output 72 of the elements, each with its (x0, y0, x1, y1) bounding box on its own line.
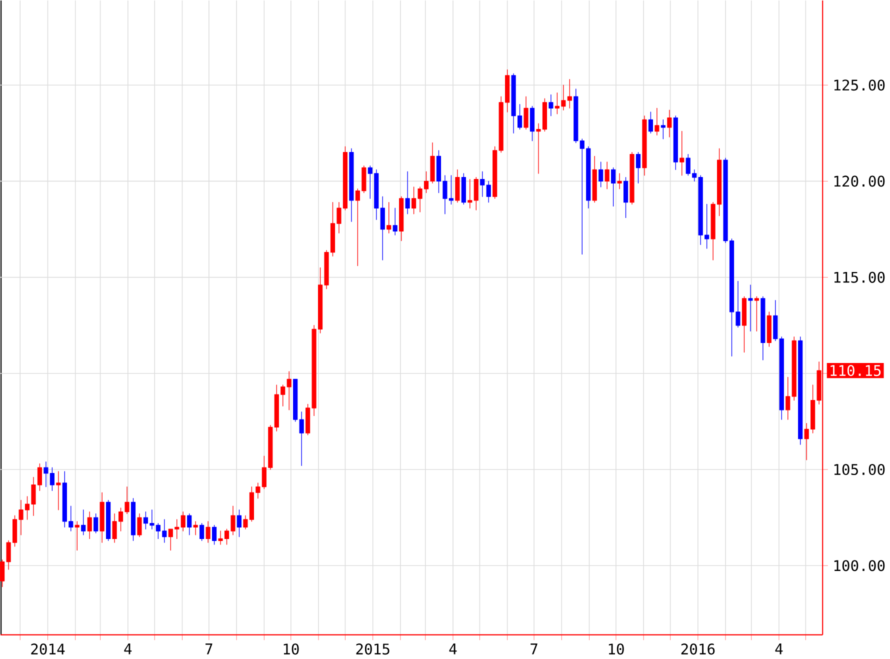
candlestick (399, 196, 404, 242)
x-tick-label: 4 (449, 644, 457, 654)
text: 110.15 (830, 364, 881, 376)
x-tick-label: 7 (206, 644, 212, 654)
candlestick (492, 146, 498, 199)
candlestick (486, 180, 491, 203)
x-tick-label: 2016 (681, 644, 715, 655)
candlestick (455, 169, 460, 203)
candlestick (598, 162, 604, 188)
candlestick (611, 167, 616, 207)
candlestick (592, 156, 597, 203)
candlestick (654, 108, 660, 136)
candlestick (548, 94, 554, 116)
candlestick (474, 177, 478, 210)
candlestick (636, 152, 641, 184)
candlestick (392, 208, 398, 236)
candlestick (779, 336, 784, 420)
x-tick-label: 4 (775, 644, 783, 654)
candlestick (760, 296, 766, 360)
candlestick (798, 336, 803, 445)
candlestick (56, 471, 61, 510)
candlestick (524, 96, 528, 130)
y-tick-label: 125.00 (834, 80, 885, 91)
y-tick-label: 105.00 (834, 464, 885, 476)
candlestick (349, 148, 354, 222)
candlestick (137, 513, 142, 538)
candlestick (673, 116, 678, 170)
candlestick (100, 492, 104, 543)
candlestick (405, 171, 410, 214)
y-tick-label: 115.00 (834, 272, 885, 283)
candlestick (0, 560, 5, 588)
candlestick (748, 284, 753, 332)
candlestick (604, 162, 610, 190)
candlestick (742, 296, 747, 353)
candlestick (574, 88, 578, 144)
candlestick (306, 404, 310, 436)
candlestick (94, 513, 98, 534)
candlestick (642, 116, 647, 176)
candlestick (380, 196, 385, 260)
candlestick (792, 336, 796, 401)
candlestick (200, 522, 204, 541)
x-tick-label: 10 (284, 644, 299, 655)
candlestick (786, 376, 790, 420)
candlestick (667, 110, 672, 138)
candlestick (187, 513, 192, 536)
candlestick (81, 510, 86, 536)
candlestick (206, 521, 210, 543)
candlestick (106, 500, 111, 541)
candlestick (37, 463, 42, 491)
candlestick (617, 173, 622, 190)
candlestick (212, 524, 217, 545)
candlestick (293, 378, 298, 422)
candlestick (648, 112, 654, 134)
candlestick (236, 510, 242, 538)
x-tick-label: 2014 (31, 644, 65, 655)
candlestick (87, 511, 92, 540)
candlestick (623, 177, 628, 218)
y-tick-label: 100.00 (834, 560, 885, 572)
x-tick-label: 4 (124, 644, 132, 654)
y-tick-label: 120.00 (834, 176, 885, 187)
candlestick (773, 300, 778, 342)
candlestick (299, 412, 304, 466)
candlestick (530, 106, 535, 142)
x-tick-label: 10 (608, 644, 624, 655)
candlestick (461, 173, 466, 205)
x-tick-label: 7 (530, 644, 538, 654)
candlestick (630, 152, 634, 205)
candlestick (766, 312, 772, 347)
candlestick (180, 511, 186, 532)
candlestick (480, 171, 485, 197)
candlestick (130, 498, 136, 541)
x-tick-label: 2015 (356, 644, 390, 655)
